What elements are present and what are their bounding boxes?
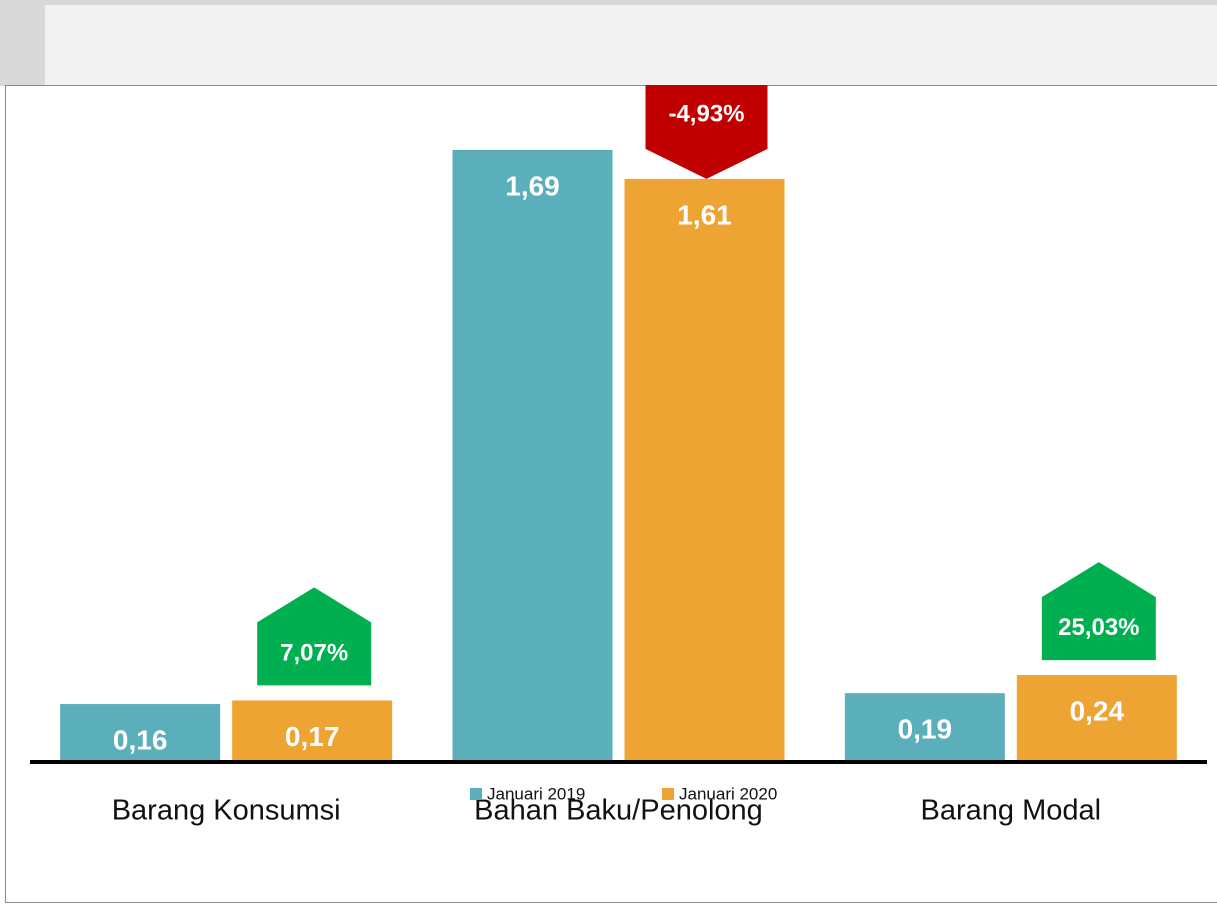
legend-swatch <box>662 788 674 800</box>
value-label: 0,17 <box>285 721 340 752</box>
x-tick-label: Bahan Baku/Penolong <box>474 795 763 827</box>
value-label: 0,19 <box>898 714 953 745</box>
value-label: 1,61 <box>677 199 732 230</box>
value-label: 0,24 <box>1070 695 1125 726</box>
bar <box>844 693 1005 762</box>
change-label: 7,07% <box>280 639 348 666</box>
x-tick-label: Barang Modal <box>921 795 1102 827</box>
top-panel <box>45 5 1217 85</box>
bar <box>452 149 613 763</box>
value-label: 1,69 <box>505 170 560 201</box>
change-arrow <box>1041 562 1156 661</box>
legend-label: Januari 2020 <box>679 784 777 803</box>
change-label: -4,93% <box>668 100 744 127</box>
legend-label: Januari 2019 <box>487 784 585 803</box>
bar <box>60 704 221 762</box>
value-label: 0,16 <box>113 724 168 755</box>
bar <box>1016 675 1177 762</box>
change-arrow <box>257 587 372 686</box>
bar <box>624 178 785 762</box>
change-arrow <box>645 85 768 179</box>
x-tick-label: Barang Konsumsi <box>112 795 341 827</box>
bar <box>232 700 393 762</box>
legend-swatch <box>470 788 482 800</box>
change-label: 25,03% <box>1058 614 1139 641</box>
